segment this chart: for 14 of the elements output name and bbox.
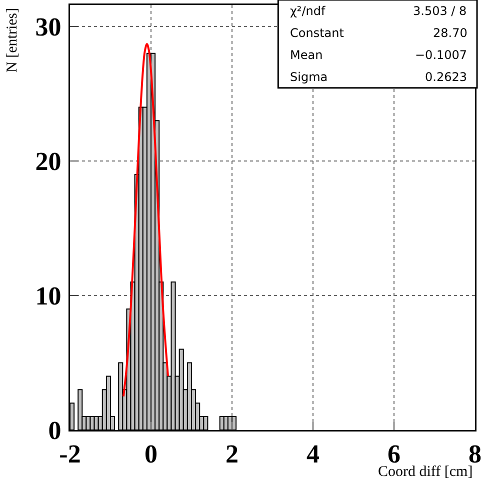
y-axis-title: N [entries] bbox=[4, 8, 20, 72]
text: Sigma 0.2623 bbox=[290, 70, 467, 84]
text: χ²/ndf 3.503 / 8 bbox=[290, 4, 467, 18]
x-tick-label: -2 bbox=[59, 440, 81, 469]
text: Mean −0.1007 bbox=[290, 48, 468, 62]
y-tick-label: 10 bbox=[35, 282, 62, 311]
line-series bbox=[122, 43, 170, 398]
x-tick-label: 4 bbox=[306, 440, 320, 469]
x-tick-label: 2 bbox=[226, 440, 238, 469]
text: Constant 28.70 bbox=[290, 26, 468, 40]
y-tick-label: 0 bbox=[48, 416, 62, 446]
y-tick-label: 30 bbox=[35, 12, 62, 42]
x-tick-label: 0 bbox=[144, 440, 158, 469]
y-tick-label: 20 bbox=[35, 147, 62, 176]
